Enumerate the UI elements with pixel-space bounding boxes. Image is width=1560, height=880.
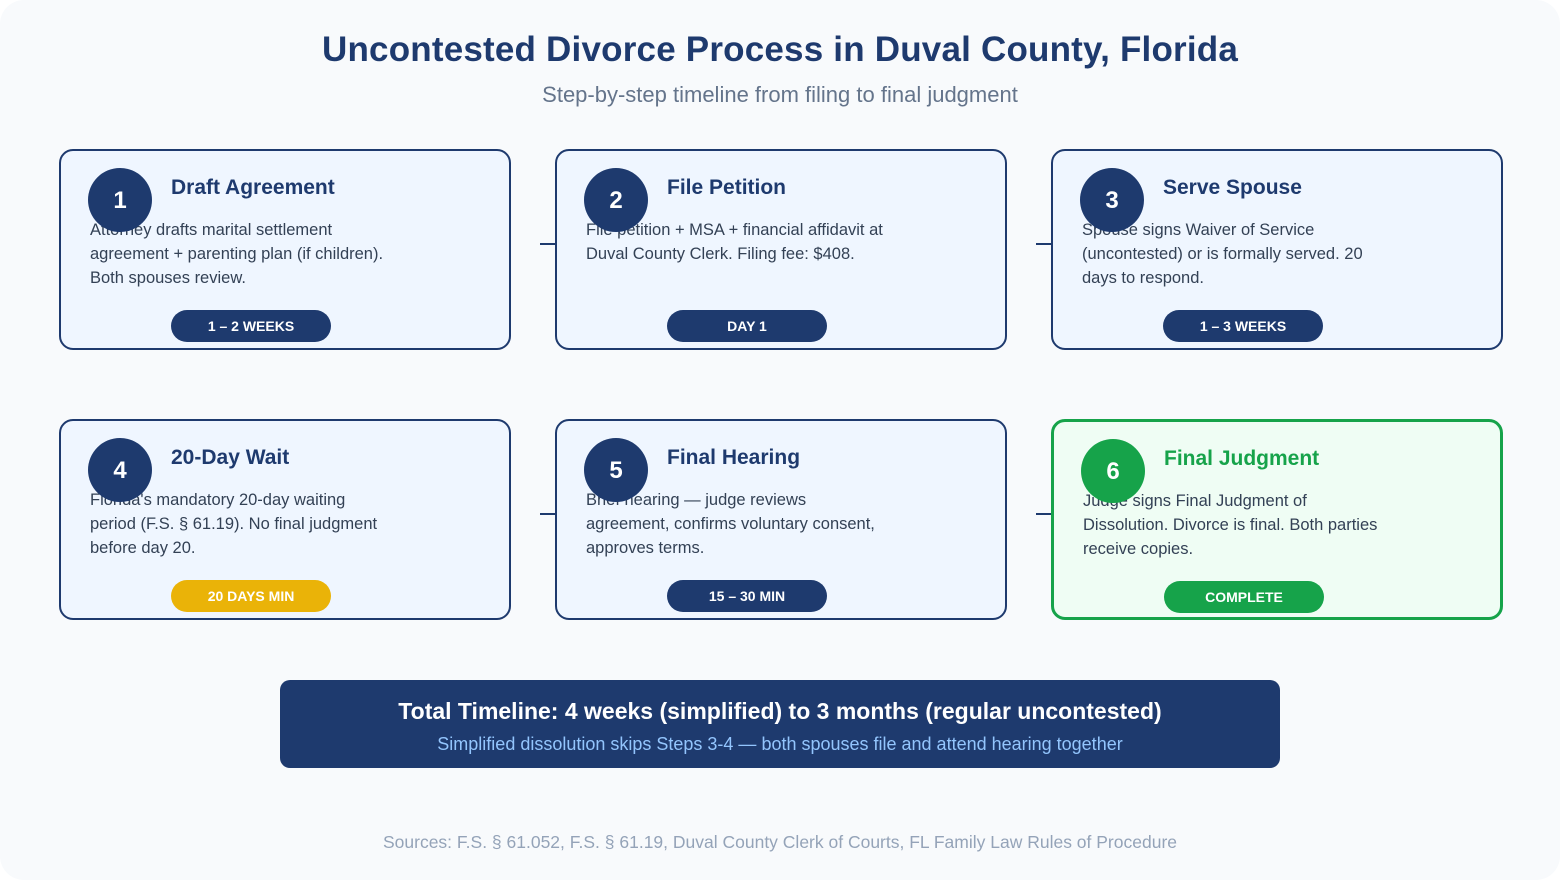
step-card-2: 2 File Petition File petition + MSA + fi… [555, 149, 1007, 350]
step-title: Draft Agreement [171, 176, 335, 199]
timeline-summary-box: Total Timeline: 4 weeks (simplified) to … [280, 680, 1280, 768]
step-card-5: 5 Final Hearing Brief hearing — judge re… [555, 419, 1007, 620]
step-title: Serve Spouse [1163, 176, 1302, 199]
step-description: Judge signs Final Judgment of Dissolutio… [1083, 492, 1378, 558]
step-number-badge: 5 [584, 438, 648, 502]
summary-title: Total Timeline: 4 weeks (simplified) to … [398, 698, 1162, 724]
step-title: Final Judgment [1164, 447, 1320, 470]
summary-subtitle: Simplified dissolution skips Steps 3-4 —… [437, 734, 1123, 754]
page-subtitle: Step-by-step timeline from filing to fin… [542, 82, 1018, 107]
step-description: Spouse signs Waiver of Service (uncontes… [1082, 221, 1363, 287]
duration-pill: 1 – 2 WEEKS [171, 310, 331, 342]
duration-pill: DAY 1 [667, 310, 827, 342]
duration-pill: 1 – 3 WEEKS [1163, 310, 1323, 342]
step-number-badge: 6 [1081, 439, 1145, 503]
step-number-badge: 2 [584, 168, 648, 232]
page-title: Uncontested Divorce Process in Duval Cou… [321, 30, 1239, 69]
step-number-badge: 1 [88, 168, 152, 232]
duration-pill-complete: COMPLETE [1164, 581, 1324, 613]
connector-line [1036, 513, 1052, 515]
connector-line [540, 513, 556, 515]
step-description: Brief hearing — judge reviews agreement,… [586, 491, 875, 557]
step-description: Attorney drafts marital settlement agree… [90, 221, 384, 287]
step-card-3: 3 Serve Spouse Spouse signs Waiver of Se… [1051, 149, 1503, 350]
connector-line [540, 243, 556, 245]
step-card-4: 4 20-Day Wait Florida's mandatory 20-day… [59, 419, 511, 620]
step-title: 20-Day Wait [171, 446, 290, 469]
connector-line [1036, 243, 1052, 245]
step-description: File petition + MSA + financial affidavi… [586, 221, 883, 263]
step-card-1: 1 Draft Agreement Attorney drafts marita… [59, 149, 511, 350]
step-number-badge: 3 [1080, 168, 1144, 232]
step-title: Final Hearing [667, 446, 801, 469]
duration-pill-warning: 20 DAYS MIN [171, 580, 331, 612]
sources-footer: Sources: F.S. § 61.052, F.S. § 61.19, Du… [382, 832, 1178, 852]
step-description: Florida's mandatory 20-day waiting perio… [90, 491, 378, 557]
duration-pill: 15 – 30 MIN [667, 580, 827, 612]
step-title: File Petition [667, 176, 787, 199]
step-number-badge: 4 [88, 438, 152, 502]
step-card-6: 6 Final Judgment Judge signs Final Judgm… [1051, 419, 1503, 620]
